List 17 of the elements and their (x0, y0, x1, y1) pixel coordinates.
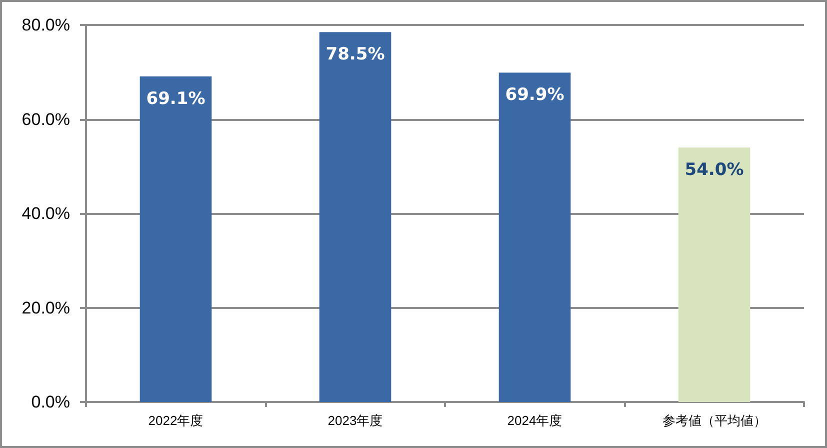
x-tick-label: 2023年度 (328, 413, 383, 428)
x-tick-label: 参考値（平均値） (662, 413, 766, 428)
bar (678, 148, 750, 402)
x-tick-label: 2024年度 (507, 413, 562, 428)
data-label: 69.9% (505, 85, 564, 106)
data-label: 78.5% (326, 44, 385, 65)
bar (140, 76, 212, 402)
x-tick-label: 2022年度 (148, 413, 204, 428)
data-label: 54.0% (684, 160, 744, 180)
data-label: 69.1% (146, 88, 206, 109)
y-tick-label: 80.0% (22, 16, 70, 34)
y-tick-label: 20.0% (22, 298, 70, 318)
y-tick-label: 0.0% (31, 392, 70, 412)
bar (319, 32, 392, 402)
y-tick-label: 40.0% (22, 204, 70, 223)
bar (498, 72, 571, 402)
y-tick-label: 60.0% (22, 110, 70, 129)
